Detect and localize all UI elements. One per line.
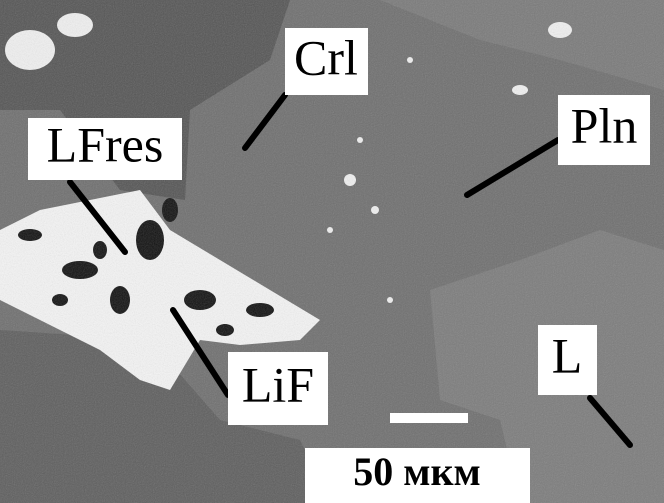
label: LiF: [242, 356, 314, 412]
scale-label: 50 мкм: [353, 449, 481, 494]
label: Pln: [571, 97, 638, 153]
micrograph: Crl Pln LFres LiF L 50 мкм: [0, 0, 664, 503]
label: Crl: [294, 29, 358, 85]
label: LFres: [47, 116, 164, 172]
label: L: [552, 327, 583, 383]
